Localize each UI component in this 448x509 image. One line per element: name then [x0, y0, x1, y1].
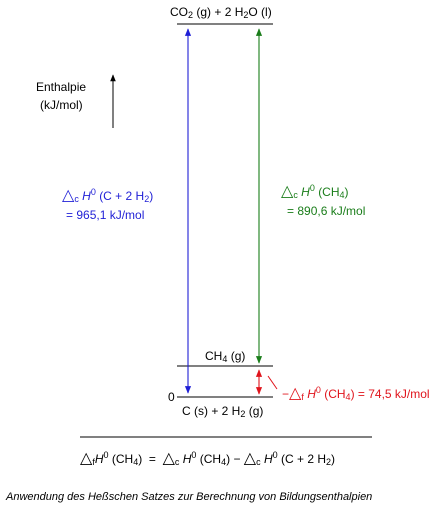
figure-caption: Anwendung des Heßschen Satzes zur Berech… — [6, 491, 373, 503]
green-label-value: = 890,6 kJ/mol — [287, 204, 366, 218]
red-pointer-line — [267, 375, 278, 390]
bottom-level-label: C (s) + 2 H2 (g) — [182, 404, 264, 419]
green-label-formula: △c H0 (CH4) — [281, 181, 349, 200]
hess-equation: △fH0 (CH4) = △c H0 (CH4) − △c H0 (C + 2 … — [80, 448, 336, 467]
axis-label-line1: Enthalpie — [36, 80, 87, 94]
axis-label-line2: (kJ/mol) — [40, 98, 83, 112]
red-label: −△f H0 (CH4) = 74,5 kJ/mol — [282, 383, 430, 402]
ch4-level-label: CH4 (g) — [205, 349, 246, 364]
top-level-label: CO2 (g) + 2 H2O (l) — [170, 5, 272, 20]
blue-label-value: = 965,1 kJ/mol — [66, 208, 145, 222]
zero-label: 0 — [168, 390, 175, 404]
blue-label-formula: △c H0 (C + 2 H2) — [62, 185, 154, 204]
